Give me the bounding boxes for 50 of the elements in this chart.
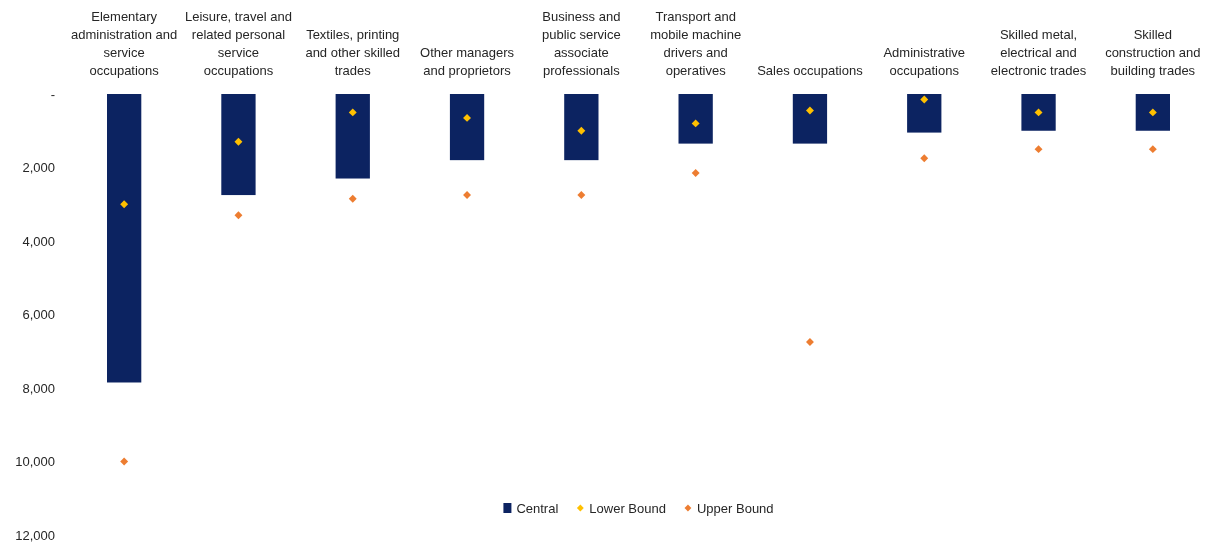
x-tick-label: Business and public service associate professionals: [541, 9, 621, 78]
point: [1034, 108, 1043, 117]
bar: [1021, 94, 1056, 131]
y-tick-label: -: [50, 86, 55, 102]
x-tick-label: Skilled metal, electrical and electronic trades: [990, 27, 1087, 78]
point: [463, 113, 472, 122]
legend-label: Central: [516, 500, 559, 516]
x-tick-label: Leisure, travel and related personal service occupations: [184, 9, 292, 78]
point: [805, 338, 814, 347]
bar: [1135, 94, 1170, 131]
point: [691, 119, 700, 128]
y-tick-label: 12,000: [15, 527, 55, 543]
x-tick-label: Transport and mobile machine drivers and operatives: [650, 9, 742, 78]
point: [577, 191, 586, 200]
point: [234, 137, 243, 146]
point: [577, 126, 586, 135]
bar: [678, 94, 713, 144]
point: [120, 457, 129, 466]
bar: [449, 94, 485, 161]
bar: [221, 94, 256, 196]
point: [348, 194, 357, 203]
legend-label: Lower Bound: [589, 500, 666, 516]
legend-label: Upper Bound: [696, 500, 774, 516]
y-tick-label: 8,000: [22, 380, 55, 396]
x-tick-label: Elementary administration and service occupations: [71, 9, 178, 78]
point: [120, 200, 129, 209]
y-tick-label: 10,000: [15, 454, 55, 470]
bar: [564, 94, 599, 161]
x-tick-label: Administrative occupations: [883, 45, 966, 78]
point: [234, 211, 243, 220]
x-tick-label: Textiles, printing and other skilled trades: [305, 27, 401, 78]
x-tick-label: Other managers and proprietors: [420, 45, 515, 78]
point: [1148, 108, 1157, 117]
point: [463, 191, 472, 200]
bar: [907, 94, 942, 133]
y-tick-label: 6,000: [22, 307, 55, 323]
x-tick-label: Skilled construction and building trades: [1105, 27, 1201, 78]
point: [1148, 145, 1157, 154]
point: [691, 169, 700, 177]
point: [920, 154, 929, 163]
bar: [335, 94, 370, 179]
point: [1034, 145, 1043, 154]
x-tick-label: Sales occupations: [757, 63, 864, 78]
bar: [107, 94, 142, 383]
point: [920, 95, 929, 104]
point: [805, 106, 814, 115]
y-tick-label: 4,000: [22, 233, 55, 249]
bar: [792, 94, 828, 144]
point: [348, 108, 357, 117]
y-tick-label: 2,000: [22, 160, 55, 176]
